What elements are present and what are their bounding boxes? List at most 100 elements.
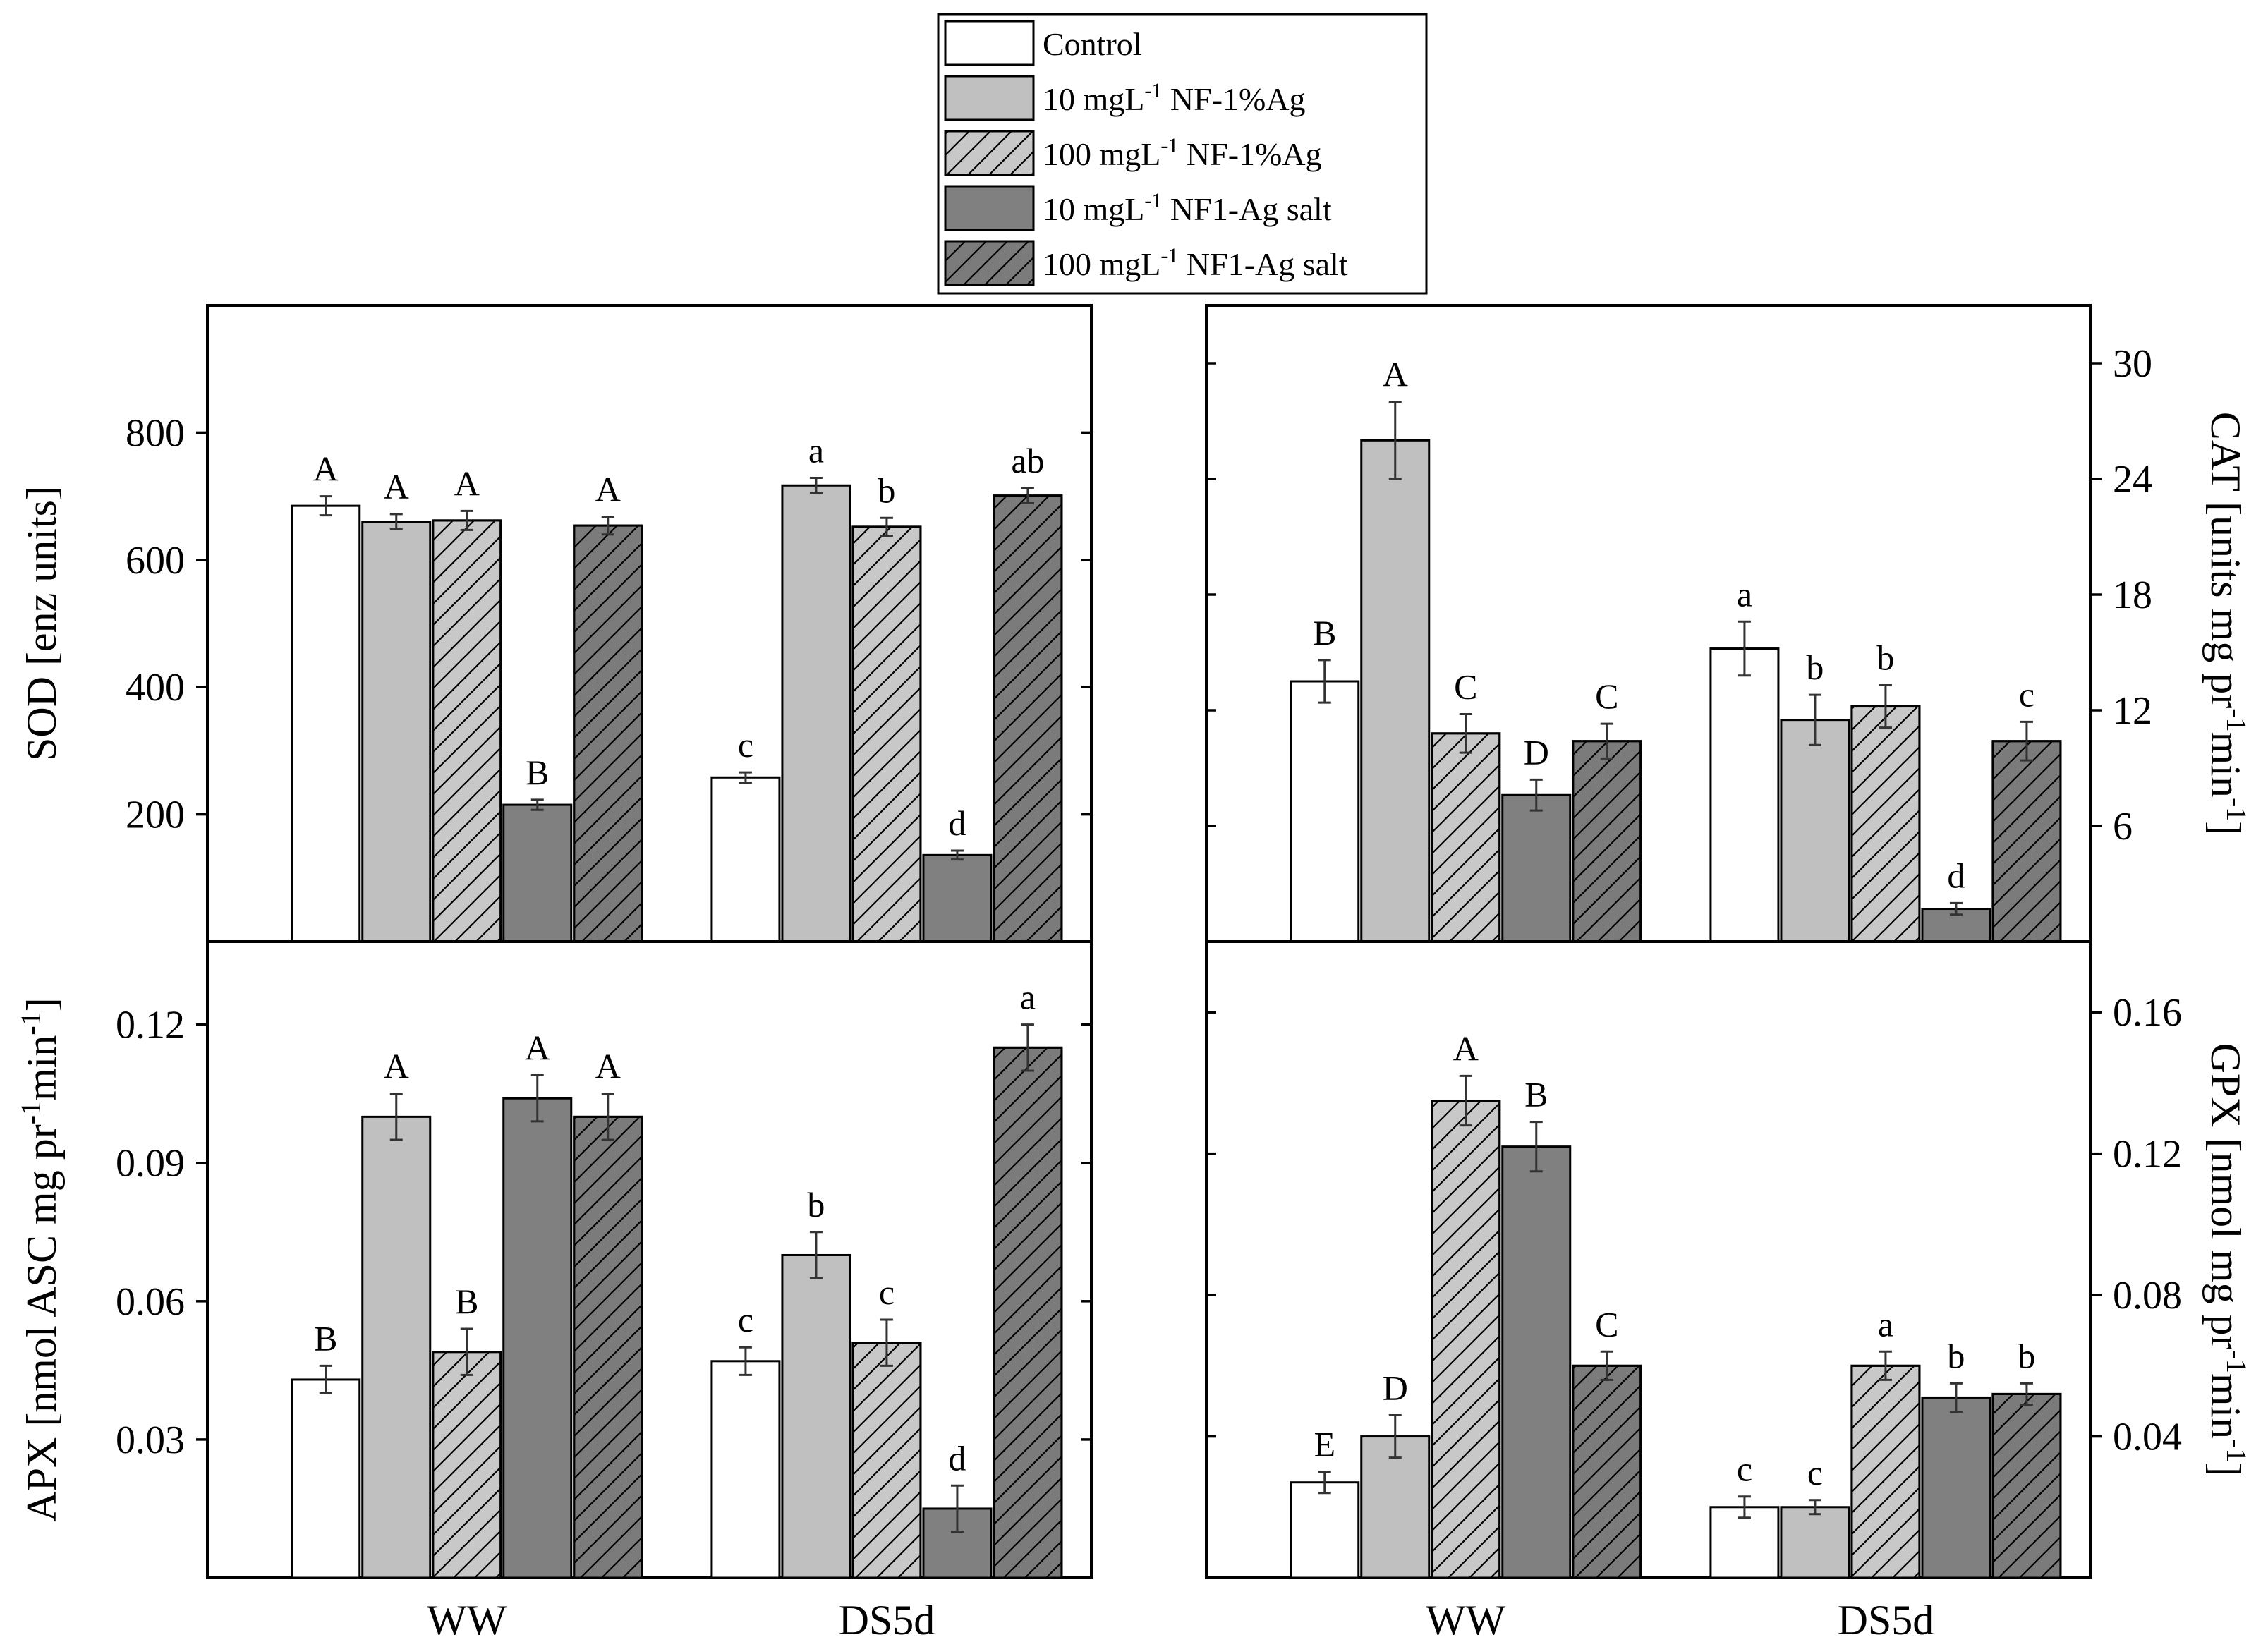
- error-bar: [530, 1074, 544, 1123]
- significance-letter: C: [1595, 676, 1618, 716]
- significance-letter: A: [1453, 1028, 1479, 1068]
- y-tick-label: 6: [2113, 805, 2133, 849]
- legend-swatch-hatch: [944, 240, 1035, 286]
- error-bar: [1600, 1350, 1613, 1381]
- error-bar: [389, 513, 403, 531]
- significance-letter: B: [1313, 613, 1336, 652]
- significance-letter: a: [1020, 978, 1036, 1017]
- bar-hatch: [1991, 740, 2062, 943]
- apx-frame: [206, 940, 1093, 1579]
- error-bar: [1949, 1382, 1963, 1413]
- legend-label: 100 mgL-1 NF1-Ag salt: [1043, 244, 1348, 282]
- y-tick-label: 30: [2113, 342, 2152, 386]
- error-bar: [601, 515, 614, 536]
- error-bar: [460, 509, 473, 531]
- error-bar: [1738, 1495, 1751, 1519]
- significance-letter: d: [1947, 856, 1965, 895]
- error-bar: [2020, 720, 2033, 762]
- bar: [1501, 793, 1572, 943]
- significance-letter: d: [948, 803, 966, 843]
- bar-hatch: [1572, 1364, 1642, 1579]
- significance-letter: D: [1524, 732, 1549, 772]
- apx-panel: 0.03 0.06 0.09 0.12 APX [nmol ASC mg pr-1min…: [15, 940, 1093, 1642]
- error-bar: [1808, 1499, 1821, 1516]
- y-tick-label: 0.09: [116, 1142, 185, 1186]
- bar: [1709, 1506, 1780, 1579]
- error-bar: [1459, 712, 1472, 754]
- error-bar: [1600, 722, 1613, 760]
- significance-letter: B: [526, 753, 549, 792]
- y-tick-label: 0.03: [116, 1418, 185, 1462]
- error-bar: [1318, 1471, 1331, 1495]
- significance-letter: A: [313, 449, 339, 489]
- error-bar: [950, 1484, 964, 1533]
- significance-letter: B: [314, 1318, 337, 1358]
- significance-letter: A: [525, 1028, 550, 1068]
- x-category-label: WW: [1426, 1597, 1506, 1642]
- significance-letter: a: [1737, 574, 1752, 614]
- error-bar: [1879, 1350, 1892, 1381]
- bar: [1360, 1435, 1431, 1579]
- legend-label: 10 mgL-1 NF-1%Ag: [1043, 79, 1306, 117]
- bar-hatch: [851, 525, 922, 943]
- bar: [1290, 680, 1360, 943]
- error-bar: [1529, 1121, 1543, 1173]
- bar: [361, 1115, 432, 1579]
- significance-letter: A: [454, 463, 480, 503]
- bar: [1501, 1145, 1572, 1579]
- error-bar: [1388, 401, 1402, 480]
- significance-letter: a: [808, 430, 824, 470]
- significance-letter: B: [455, 1282, 478, 1321]
- bar: [291, 1378, 361, 1579]
- significance-letter: b: [1806, 647, 1824, 687]
- error-bar: [460, 1327, 473, 1376]
- error-bar: [530, 798, 544, 811]
- y-tick-label: 800: [126, 411, 185, 455]
- bar-hatch: [1572, 740, 1642, 943]
- bar-hatch: [573, 1115, 643, 1579]
- bar: [710, 776, 781, 943]
- significance-letter: C: [1454, 667, 1477, 706]
- bar: [361, 521, 432, 943]
- error-bar: [1529, 778, 1543, 812]
- bar: [1290, 1481, 1360, 1579]
- x-category-label: DS5d: [839, 1597, 935, 1642]
- bar: [710, 1360, 781, 1579]
- error-bar: [950, 849, 964, 861]
- significance-letter: A: [384, 1047, 409, 1086]
- error-bar: [1388, 1413, 1402, 1459]
- y-tick-label: 18: [2113, 573, 2152, 617]
- legend-swatch: [944, 185, 1035, 231]
- error-bar: [1021, 487, 1034, 505]
- bar-hatch: [1431, 732, 1501, 943]
- y-tick-label: 200: [126, 793, 185, 837]
- bar: [1780, 1506, 1850, 1579]
- bar: [781, 484, 851, 943]
- error-bar: [319, 495, 332, 517]
- apx-y-axis-label: APX [nmol ASC mg pr-1min-1]: [15, 997, 65, 1521]
- bar: [781, 1253, 851, 1579]
- significance-letter: E: [1314, 1425, 1335, 1464]
- error-bar: [1738, 620, 1751, 677]
- error-bar: [1949, 901, 1963, 916]
- legend-swatch-hatch: [944, 130, 1035, 176]
- bar-hatch: [1850, 705, 1921, 943]
- x-category-label: DS5d: [1838, 1597, 1934, 1642]
- legend-label: 10 mgL-1 NF1-Ag salt: [1043, 189, 1332, 227]
- error-bar: [1879, 683, 1892, 729]
- bar: [1360, 439, 1431, 943]
- significance-letter: c: [738, 1300, 753, 1339]
- cat-panel: 6 12 18 24 30 CAT [units mg pr-1min-1] Ba Ab Cb D…: [1205, 304, 2252, 943]
- error-bar: [1459, 1074, 1472, 1127]
- significance-letter: ab: [1011, 441, 1044, 480]
- legend-swatch: [944, 20, 1035, 66]
- significance-letter: A: [1383, 355, 1408, 394]
- y-tick-label: 400: [126, 666, 185, 710]
- significance-letter: A: [595, 1047, 621, 1086]
- significance-letter: b: [2018, 1336, 2035, 1375]
- bar-hatch: [432, 1351, 502, 1579]
- significance-letter: c: [1807, 1453, 1823, 1492]
- significance-letter: c: [2019, 674, 2034, 714]
- significance-letter: c: [1737, 1449, 1752, 1489]
